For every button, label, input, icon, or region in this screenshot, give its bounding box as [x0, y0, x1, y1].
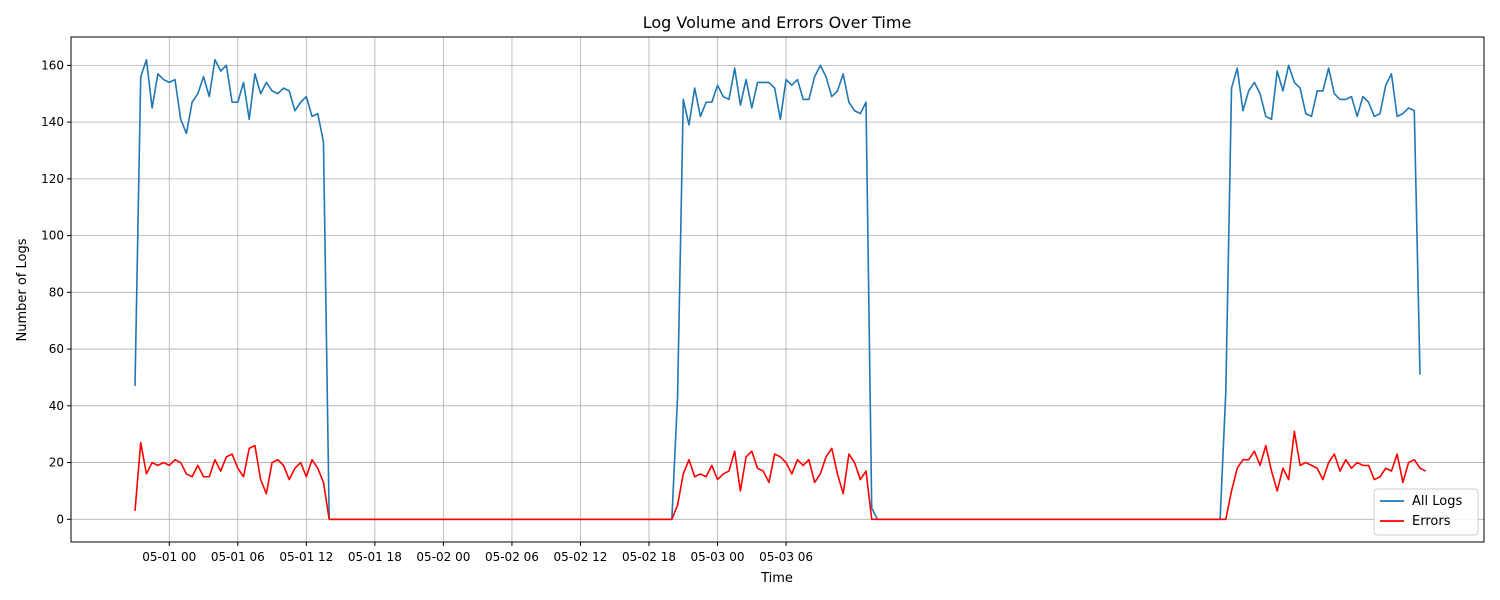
- x-axis-title: Time: [760, 571, 793, 586]
- x-tick-label: 05-01 06: [211, 550, 265, 564]
- legend-label: Errors: [1412, 514, 1451, 529]
- x-tick-label: 05-03 00: [691, 550, 745, 564]
- plot-frame: [70, 36, 1485, 543]
- y-axis: 0 20 40 60 80 100 120 140 160: [41, 58, 71, 526]
- y-tick-label: 60: [49, 342, 64, 356]
- y-tick-label: 100: [41, 229, 64, 243]
- x-tick-label: 05-02 12: [553, 550, 607, 564]
- x-axis: 05-01 00 05-01 06 05-01 12 05-01 18 05-02 00…: [142, 542, 813, 564]
- series-lines: [134, 58, 1427, 521]
- legend-label: All Logs: [1412, 494, 1462, 509]
- x-tick-label: 05-01 00: [142, 550, 196, 564]
- grid-lines: [71, 37, 1484, 542]
- series-line-errors: [134, 430, 1427, 521]
- x-tick-label: 05-03 06: [759, 550, 813, 564]
- chart-title: Log Volume and Errors Over Time: [643, 13, 912, 32]
- x-tick-label: 05-02 18: [622, 550, 676, 564]
- y-tick-label: 20: [49, 456, 64, 470]
- y-tick-label: 140: [41, 115, 64, 129]
- y-tick-label: 40: [49, 399, 64, 413]
- x-tick-label: 05-02 06: [485, 550, 539, 564]
- y-tick-label: 160: [41, 58, 64, 72]
- y-tick-label: 0: [56, 512, 64, 526]
- y-tick-label: 120: [41, 172, 64, 186]
- x-tick-label: 05-02 00: [416, 550, 470, 564]
- x-tick-label: 05-01 18: [348, 550, 402, 564]
- legend: All Logs Errors: [1373, 488, 1479, 536]
- y-tick-label: 80: [49, 285, 64, 299]
- y-axis-title: Number of Logs: [15, 238, 30, 341]
- series-line-all-logs: [134, 58, 1421, 521]
- x-tick-label: 05-01 12: [279, 550, 333, 564]
